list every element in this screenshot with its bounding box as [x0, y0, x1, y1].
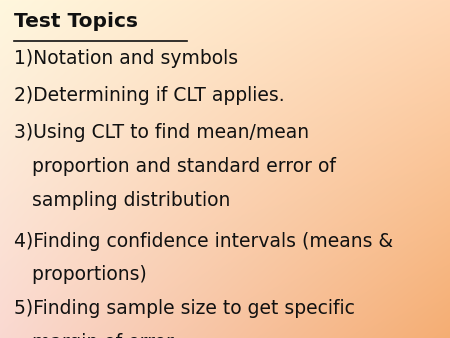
Text: proportions): proportions): [14, 265, 146, 284]
Text: proportion and standard error of: proportion and standard error of: [14, 157, 335, 176]
Text: 3)Using CLT to find mean/mean: 3)Using CLT to find mean/mean: [14, 123, 309, 142]
Text: 1)Notation and symbols: 1)Notation and symbols: [14, 49, 238, 68]
Text: sampling distribution: sampling distribution: [14, 191, 230, 210]
Text: 4)Finding confidence intervals (means &: 4)Finding confidence intervals (means &: [14, 232, 392, 250]
Text: Test Topics: Test Topics: [14, 12, 138, 31]
Text: 5)Finding sample size to get specific: 5)Finding sample size to get specific: [14, 299, 355, 318]
Text: margin of error: margin of error: [14, 333, 173, 338]
Text: 2)Determining if CLT applies.: 2)Determining if CLT applies.: [14, 86, 284, 105]
